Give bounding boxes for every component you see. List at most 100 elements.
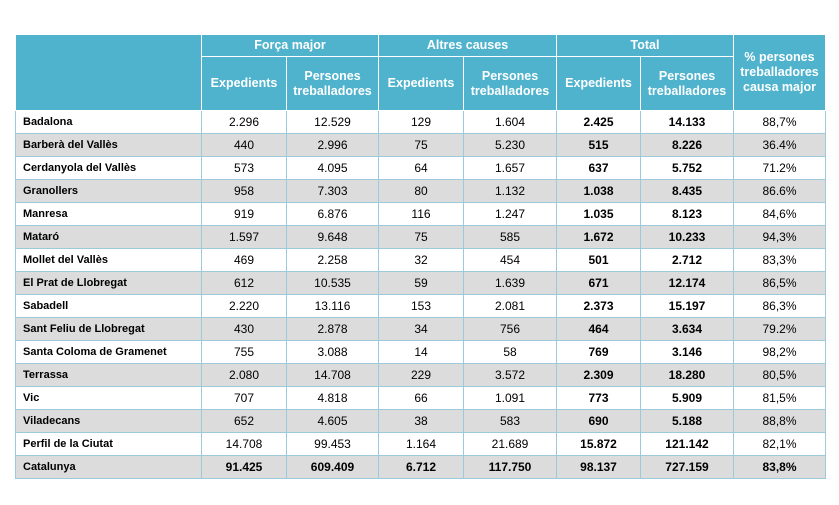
cell: 75	[378, 225, 464, 249]
cell: 14.708	[286, 363, 379, 387]
cell: 7.303	[286, 179, 379, 203]
row-label: Manresa	[15, 202, 202, 226]
cell: 32	[378, 248, 464, 272]
cell: 2.220	[201, 294, 287, 318]
cell: 1.132	[463, 179, 557, 203]
cell: 756	[463, 317, 557, 341]
cell: 98.137	[556, 455, 641, 479]
cell: 454	[463, 248, 557, 272]
subheader: Expedients	[201, 56, 287, 111]
cell: 82,1%	[733, 432, 826, 456]
table-body: Badalona 2.296 12.529 129 1.604 2.425 14.133 88…	[15, 110, 826, 479]
cell: 59	[378, 271, 464, 295]
cell: 81,5%	[733, 386, 826, 410]
cell: 79.2%	[733, 317, 826, 341]
cell: 727.159	[640, 455, 734, 479]
cell: 99.453	[286, 432, 379, 456]
cell: 80,5%	[733, 363, 826, 387]
cell: 609.409	[286, 455, 379, 479]
cell: 637	[556, 156, 641, 180]
cell: 755	[201, 340, 287, 364]
cell: 958	[201, 179, 287, 203]
cell: 38	[378, 409, 464, 433]
row-label: Santa Coloma de Gramenet	[15, 340, 202, 364]
cell: 15.872	[556, 432, 641, 456]
cell: 652	[201, 409, 287, 433]
cell: 71.2%	[733, 156, 826, 180]
cell: 5.230	[463, 133, 557, 157]
cell: 1.639	[463, 271, 557, 295]
subheader-row: Expedients Persones treballadores Expedien…	[16, 56, 826, 111]
table-row: Granollers 958 7.303 80 1.132 1.038 8.435 86.6%	[15, 179, 826, 203]
cell: 1.035	[556, 202, 641, 226]
cell: 88,7%	[733, 110, 826, 134]
cell: 12.174	[640, 271, 734, 295]
cell: 585	[463, 225, 557, 249]
cell: 2.878	[286, 317, 379, 341]
subheader: Expedients	[378, 56, 464, 111]
cell: 1.091	[463, 386, 557, 410]
cell: 129	[378, 110, 464, 134]
table-row: Mataró 1.597 9.648 75 585 1.672 10.233 94,3%	[15, 225, 826, 249]
cell: 58	[463, 340, 557, 364]
cell: 1.604	[463, 110, 557, 134]
cell: 6.712	[378, 455, 464, 479]
row-label: Sabadell	[15, 294, 202, 318]
data-table: Força major Altres causes Total % person…	[15, 34, 826, 479]
subheader: Persones treballadores	[286, 56, 379, 111]
cell: 5.752	[640, 156, 734, 180]
corner-cell	[15, 34, 202, 111]
cell: 6.876	[286, 202, 379, 226]
cell: 9.648	[286, 225, 379, 249]
row-label: Vic	[15, 386, 202, 410]
cell: 671	[556, 271, 641, 295]
cell: 86,3%	[733, 294, 826, 318]
cell: 80	[378, 179, 464, 203]
cell: 8.226	[640, 133, 734, 157]
cell: 769	[556, 340, 641, 364]
cell: 86.6%	[733, 179, 826, 203]
group-header: Altres causes	[378, 34, 557, 57]
table-row: Terrassa 2.080 14.708 229 3.572 2.309 18.280 80…	[15, 363, 826, 387]
cell: 2.258	[286, 248, 379, 272]
group-header: Total	[556, 34, 734, 57]
cell: 1.038	[556, 179, 641, 203]
cell: 64	[378, 156, 464, 180]
pct-header: % persones treballadores causa major	[733, 34, 826, 111]
row-label: Cerdanyola del Vallès	[15, 156, 202, 180]
cell: 690	[556, 409, 641, 433]
cell: 3.634	[640, 317, 734, 341]
cell: 5.188	[640, 409, 734, 433]
cell: 2.425	[556, 110, 641, 134]
cell: 5.909	[640, 386, 734, 410]
cell: 1.164	[378, 432, 464, 456]
cell: 83,8%	[733, 455, 826, 479]
cell: 469	[201, 248, 287, 272]
table-row: Santa Coloma de Gramenet 755 3.088 14 58 769 3…	[15, 340, 826, 364]
table-row: Mollet del Vallès 469 2.258 32 454 501 2.712 83…	[15, 248, 826, 272]
cell: 117.750	[463, 455, 557, 479]
cell: 91.425	[201, 455, 287, 479]
cell: 612	[201, 271, 287, 295]
row-label: Terrassa	[15, 363, 202, 387]
cell: 919	[201, 202, 287, 226]
cell: 464	[556, 317, 641, 341]
cell: 83,3%	[733, 248, 826, 272]
cell: 430	[201, 317, 287, 341]
cell: 2.712	[640, 248, 734, 272]
row-label: Perfil de la Ciutat	[15, 432, 202, 456]
row-label: Sant Feliu de Llobregat	[15, 317, 202, 341]
cell: 14.133	[640, 110, 734, 134]
cell: 3.088	[286, 340, 379, 364]
row-label: Mataró	[15, 225, 202, 249]
cell: 1.657	[463, 156, 557, 180]
table-row: El Prat de Llobregat 612 10.535 59 1.639 671 1…	[15, 271, 826, 295]
cell: 36.4%	[733, 133, 826, 157]
table-row: Perfil de la Ciutat 14.708 99.453 1.164 21.6…	[15, 432, 826, 456]
table-row: Catalunya 91.425 609.409 6.712 117.750 98.137…	[15, 455, 826, 479]
cell: 10.233	[640, 225, 734, 249]
cell: 84,6%	[733, 202, 826, 226]
cell: 2.996	[286, 133, 379, 157]
cell: 14	[378, 340, 464, 364]
